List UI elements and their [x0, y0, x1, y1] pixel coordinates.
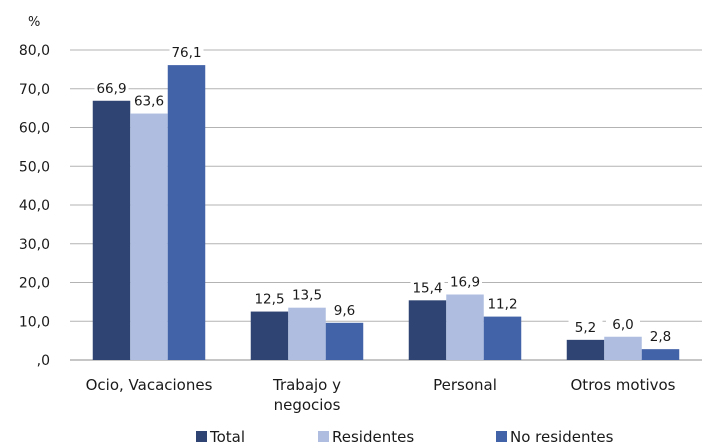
bar: [641, 349, 680, 360]
data-label-background: [410, 279, 445, 297]
data-label-background: [252, 290, 287, 308]
y-tick-label: 80,0: [19, 43, 50, 59]
data-label: 6,0: [612, 317, 633, 333]
legend-label: Residentes: [332, 428, 414, 446]
data-label: 2,8: [650, 329, 671, 345]
x-category-label: Trabajo y: [272, 376, 341, 394]
y-tick-label: 50,0: [19, 159, 50, 175]
legend-swatch: [196, 431, 207, 442]
data-label: 11,2: [487, 297, 517, 313]
y-tick-label: 10,0: [19, 314, 50, 330]
data-label: 76,1: [171, 45, 201, 61]
legend-swatch: [496, 431, 507, 442]
data-label-background: [643, 328, 678, 346]
data-label: 12,5: [254, 292, 284, 308]
data-label: 9,6: [334, 303, 355, 319]
data-label-background: [327, 301, 362, 319]
legend: Total Residentes No residentes: [196, 428, 614, 446]
data-labels: 66,9 63,6 76,1 12,5 13,5 9,6 15,4 16,9 11,2 5,2 6,…: [94, 44, 678, 346]
data-label-background: [606, 315, 640, 333]
legend-swatch: [318, 431, 329, 442]
y-tick-label: 60,0: [19, 121, 50, 137]
bar: [604, 336, 642, 360]
legend-label: No residentes: [510, 428, 614, 446]
data-label: 66,9: [96, 81, 126, 97]
x-category-label: Otros motivos: [571, 376, 676, 394]
data-label: 16,9: [450, 275, 480, 291]
bar: [130, 113, 168, 360]
data-label-background: [448, 273, 482, 291]
y-tick-label: 20,0: [19, 276, 50, 292]
data-label: 13,5: [292, 288, 322, 304]
y-tick-label: ,0: [37, 353, 50, 369]
data-label-background: [568, 318, 603, 336]
bar: [250, 311, 289, 360]
x-axis-categories: Ocio, Vacaciones Trabajo y negocios Persona…: [86, 376, 676, 414]
data-label: 5,2: [575, 320, 596, 336]
legend-label: Total: [209, 428, 245, 446]
data-label-background: [485, 295, 520, 313]
data-label-background: [132, 92, 166, 110]
data-label-background: [94, 79, 129, 97]
bar: [446, 294, 484, 360]
data-label: 63,6: [134, 94, 164, 110]
bar: [288, 307, 326, 360]
y-tick-label: 70,0: [19, 82, 50, 98]
y-tick-label: 30,0: [19, 237, 50, 253]
y-axis-unit-label: %: [28, 15, 40, 30]
data-label-background: [290, 286, 324, 304]
data-label-background: [169, 44, 204, 62]
y-tick-label: 40,0: [19, 198, 50, 214]
y-axis-ticks: ,0 10,0 20,0 30,0 40,0 50,0 60,0 70,0 80,0: [19, 43, 50, 369]
bars: [92, 65, 680, 361]
bar: [92, 100, 131, 360]
bar: [408, 300, 447, 360]
x-category-label: Personal: [433, 376, 497, 394]
x-category-label: Ocio, Vacaciones: [86, 376, 213, 394]
x-category-label: negocios: [274, 396, 341, 414]
bar: [325, 322, 364, 360]
bar: [167, 65, 206, 361]
bar: [566, 339, 605, 360]
bar: [483, 316, 522, 360]
data-label: 15,4: [412, 280, 442, 296]
